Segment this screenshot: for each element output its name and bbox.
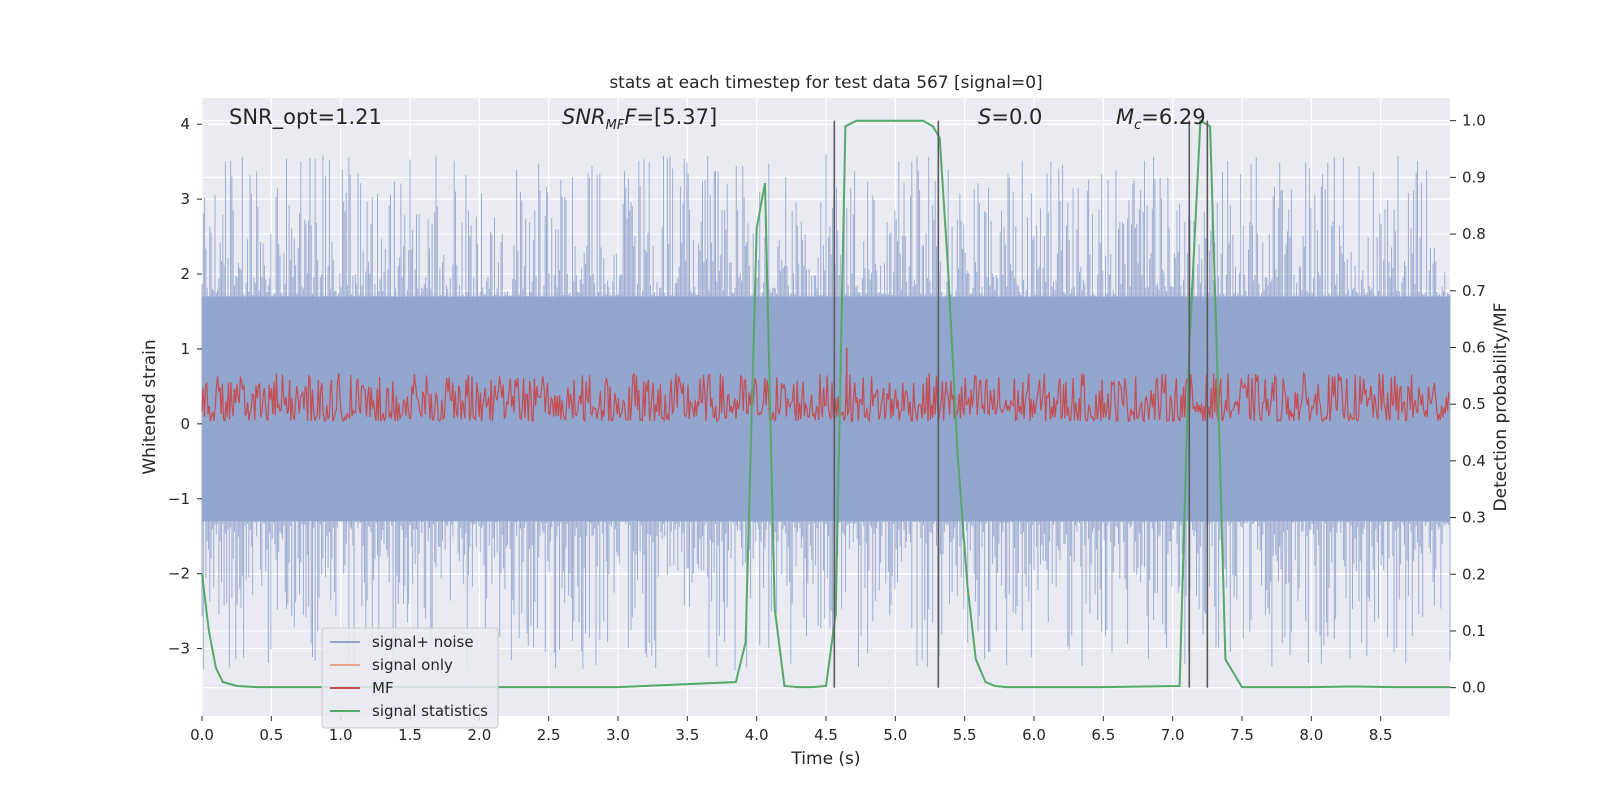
x-tick-label: 5.0 — [883, 726, 907, 744]
legend-label: signal+ noise — [372, 633, 474, 651]
snr-opt-annotation: SNR_opt=1.21 — [229, 105, 382, 130]
x-tick-label: 0.5 — [259, 726, 283, 744]
legend: signal+ noise signal only MF signal statist… — [321, 627, 499, 729]
right-y-tick-label: 0.4 — [1462, 452, 1486, 470]
x-tick-label: 3.0 — [606, 726, 630, 744]
mf-line — [201, 371, 1450, 424]
right-y-tick-label: 0.7 — [1462, 282, 1486, 300]
x-tick-label: 6.0 — [1022, 726, 1046, 744]
right-y-axis-label: Detection probability/MF — [1491, 303, 1511, 512]
s-symbol: S — [978, 105, 991, 129]
x-tick-label: 8.5 — [1369, 726, 1393, 744]
y-tick-label: 0 — [180, 415, 190, 433]
y-tick-label: −2 — [168, 565, 190, 583]
x-tick-label: 2.0 — [467, 726, 491, 744]
y-tick-label: 4 — [180, 115, 190, 133]
x-tick-label: 1.5 — [398, 726, 422, 744]
y-tick-label: 2 — [180, 265, 190, 283]
right-y-tick-label: 1.0 — [1462, 112, 1486, 130]
s-value: =0.0 — [991, 105, 1042, 129]
right-y-tick-label: 0.2 — [1462, 565, 1486, 583]
x-tick-label: 5.5 — [953, 726, 977, 744]
x-tick-label: 3.5 — [675, 726, 699, 744]
x-tick-label: 8.0 — [1299, 726, 1323, 744]
x-tick-label: 7.5 — [1230, 726, 1254, 744]
mc-value: =6.29 — [1141, 105, 1205, 129]
right-y-tick-label: 0.6 — [1462, 338, 1486, 356]
mc-annotation: Mc=6.29 — [1116, 105, 1206, 133]
x-tick-label: 4.0 — [745, 726, 769, 744]
mc-subscript: c — [1134, 118, 1141, 133]
right-y-axis-ticks: 0.0 0.1 0.2 0.3 0.4 0.5 0.6 0.7 0.8 0.9 1.0 — [1450, 112, 1486, 697]
y-tick-label: 3 — [180, 190, 190, 208]
x-tick-label: 4.5 — [814, 726, 838, 744]
legend-box — [321, 627, 499, 729]
x-tick-label: 0.0 — [190, 726, 214, 744]
chart-title: stats at each timestep for test data 567… — [609, 73, 1042, 93]
x-tick-label: 1.0 — [329, 726, 353, 744]
y-axis-ticks: −3 −2 −1 0 1 2 3 4 — [168, 115, 202, 658]
x-axis-ticks: 0.0 0.5 1.0 1.5 2.0 2.5 3.0 3.5 4.0 4.5 5.0 5.5 6.0 6… — [190, 716, 1393, 744]
x-tick-label: 7.0 — [1161, 726, 1185, 744]
x-axis-label: Time (s) — [790, 749, 860, 769]
x-tick-label: 2.5 — [537, 726, 561, 744]
snr-mf-value: =[5.37] — [636, 105, 717, 129]
right-y-tick-label: 0.5 — [1462, 395, 1486, 413]
right-y-tick-label: 0.1 — [1462, 622, 1486, 640]
x-tick-label: 6.5 — [1091, 726, 1115, 744]
snr-mf-annotation: SNRMFF=[5.37] — [562, 105, 717, 133]
snr-mf-f: F — [624, 105, 637, 129]
right-y-tick-label: 0.9 — [1462, 168, 1486, 186]
mc-symbol: M — [1116, 105, 1134, 129]
snr-mf-symbol: SNR — [562, 105, 606, 129]
snr-mf-subscript: MF — [606, 118, 625, 133]
legend-label: signal statistics — [372, 702, 488, 720]
y-axis-label: Whitened strain — [140, 339, 160, 474]
y-tick-label: 1 — [180, 340, 190, 358]
right-y-tick-label: 0.0 — [1462, 679, 1486, 697]
signal-noise-series — [201, 154, 1451, 671]
right-y-tick-label: 0.3 — [1462, 509, 1486, 527]
mf-series — [201, 347, 1450, 424]
vertical-lines — [833, 120, 1209, 688]
legend-label: signal only — [372, 656, 453, 674]
y-tick-label: −1 — [168, 490, 190, 508]
y-tick-label: −3 — [168, 640, 190, 658]
legend-label: MF — [372, 679, 394, 697]
s-annotation: S=0.0 — [978, 105, 1042, 129]
right-y-tick-label: 0.8 — [1462, 225, 1486, 243]
